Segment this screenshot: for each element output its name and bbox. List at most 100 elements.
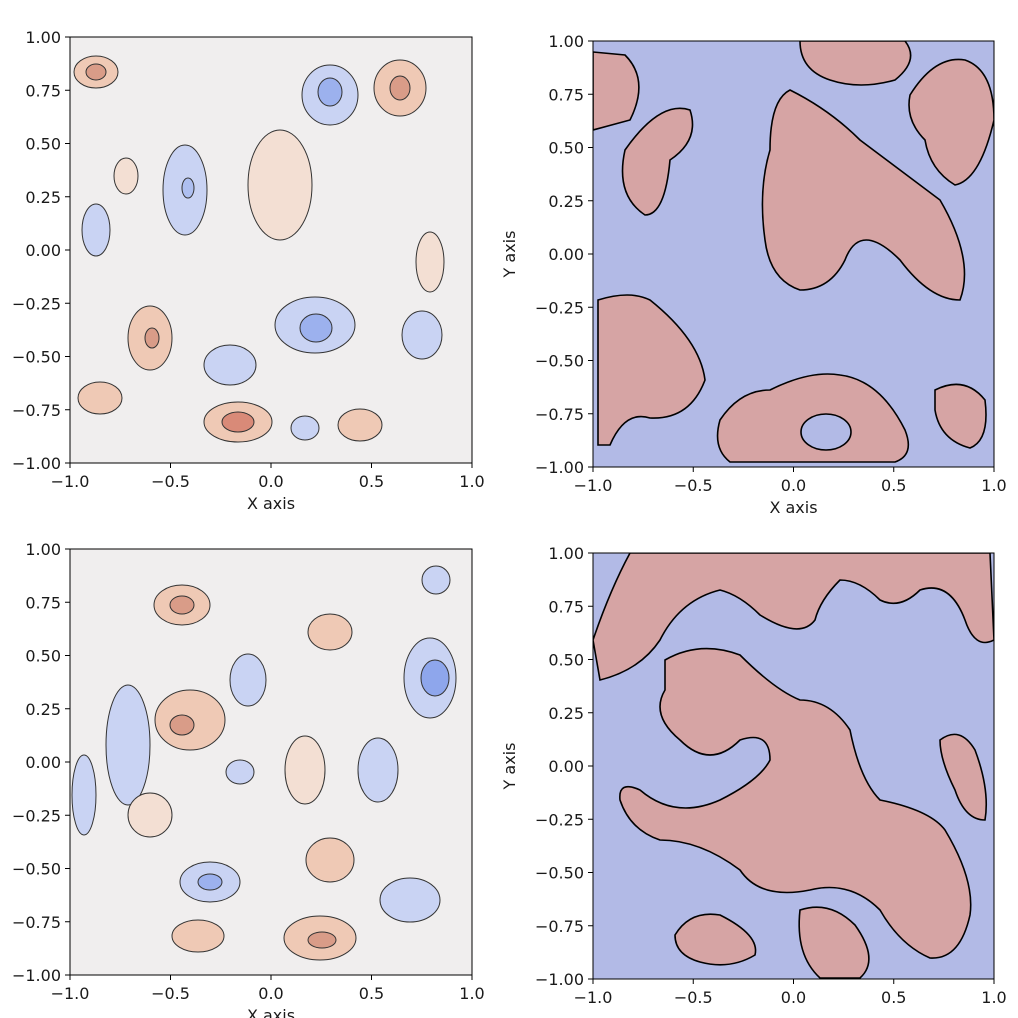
contour-region [593, 553, 994, 681]
y-tick-label: −0.25 [12, 294, 61, 313]
contour-region [597, 294, 706, 446]
contour-region [307, 613, 353, 651]
contour-region [307, 931, 337, 949]
contour-region [284, 735, 326, 805]
y-tick-label: 0.25 [25, 188, 61, 207]
x-tick-label: −1.0 [51, 472, 90, 491]
x-tick-label: 0.5 [359, 472, 384, 491]
x-tick-label: 1.0 [981, 988, 1006, 1007]
y-tick-label: 0.75 [25, 81, 61, 100]
y-tick-label: −0.50 [12, 860, 61, 879]
contour-region [674, 913, 757, 966]
contour-region [290, 415, 320, 441]
y-tick-label: 1.00 [25, 28, 61, 47]
y-tick-label: 0.00 [548, 245, 584, 264]
y-tick-label: 0.50 [25, 135, 61, 154]
contour-region [77, 381, 123, 415]
y-tick-label: 0.25 [548, 704, 584, 723]
y-tick-label: 0.50 [25, 647, 61, 666]
contour-region [247, 129, 313, 241]
y-tick-label: −0.50 [12, 348, 61, 367]
contour-region [908, 58, 994, 186]
y-tick-label: 0.75 [548, 597, 584, 616]
y-tick-label: −0.25 [535, 298, 584, 317]
contour-region [761, 89, 966, 301]
contour-region [169, 595, 195, 615]
y-tick-label: −0.50 [535, 864, 584, 883]
x-tick-label: 0.5 [881, 476, 906, 495]
x-tick-label: 0.5 [359, 984, 384, 1003]
axes-1: −1.0 −0.5 0.0 0.5 1.0 1.00 0.75 0.50 0.25 0.00 −0.… [500, 32, 1007, 517]
x-axis-label: X axis [769, 498, 817, 517]
contour-region [939, 733, 988, 821]
y-tick-label: 0.50 [548, 651, 584, 670]
contour-region [415, 231, 445, 293]
y-tick-label: 0.75 [25, 593, 61, 612]
contour-region [81, 203, 111, 257]
x-tick-label: −0.5 [151, 472, 190, 491]
contour-region [113, 157, 139, 195]
contour-region [357, 737, 399, 803]
contour-region [389, 75, 411, 101]
x-axis-label: X axis [247, 1006, 295, 1018]
contour-region [593, 51, 640, 131]
contour-region [171, 919, 225, 953]
axes-layer: −1.0 −0.5 0.0 0.5 1.0 1.00 0.75 0.50 0.25 0.00 −0.… [12, 28, 1007, 1018]
x-tick-label: 0.5 [881, 988, 906, 1007]
x-tick-label: 0.0 [258, 984, 283, 1003]
contour-region [169, 714, 195, 736]
contour-region [317, 77, 343, 107]
y-axis-label: Y axis [500, 743, 519, 791]
subplot-bottom-right [593, 553, 994, 979]
contour-region [619, 647, 972, 959]
contour-field [70, 549, 472, 975]
contour-field [70, 37, 472, 463]
y-tick-label: −1.00 [12, 966, 61, 985]
contour-region [181, 177, 195, 199]
y-tick-label: 1.00 [25, 540, 61, 559]
axes-0: −1.0 −0.5 0.0 0.5 1.0 1.00 0.75 0.50 0.25 0.00 −0.… [12, 28, 485, 513]
contour-region [71, 754, 97, 836]
contour-region [144, 327, 160, 349]
axes-2: −1.0 −0.5 0.0 0.5 1.0 1.00 0.75 0.50 0.25 0.00 −0.… [12, 540, 485, 1018]
contour-region [305, 837, 355, 883]
contour-region [337, 408, 383, 442]
x-tick-label: −1.0 [574, 988, 613, 1007]
y-tick-label: 0.75 [548, 85, 584, 104]
y-axis-label: Y axis [500, 231, 519, 279]
x-tick-label: −0.5 [674, 476, 713, 495]
x-tick-label: 1.0 [981, 476, 1006, 495]
contour-region [105, 684, 151, 806]
contour-region [85, 63, 107, 81]
contour-region [420, 659, 450, 697]
x-tick-label: −0.5 [674, 988, 713, 1007]
axes-3: −1.0 −0.5 0.0 0.5 1.0 1.00 0.75 0.50 0.25 0.00 −0.… [500, 544, 1007, 1007]
x-tick-label: −1.0 [51, 984, 90, 1003]
y-tick-label: 0.50 [548, 139, 584, 158]
x-tick-label: 0.0 [258, 472, 283, 491]
contour-region [127, 792, 173, 838]
x-axis-label: X axis [247, 494, 295, 513]
x-tick-label: 0.0 [781, 476, 806, 495]
y-tick-label: −0.75 [535, 405, 584, 424]
contour-field [593, 553, 994, 979]
contour-region [225, 759, 255, 785]
subplot-top-right [593, 41, 994, 467]
contour-region [299, 313, 333, 343]
contour-region [800, 413, 852, 451]
y-tick-label: −0.75 [12, 401, 61, 420]
contour-region [221, 411, 255, 433]
y-tick-label: −0.25 [12, 806, 61, 825]
contour-region [799, 41, 912, 86]
y-tick-label: 0.00 [25, 753, 61, 772]
y-tick-label: −1.00 [12, 454, 61, 473]
y-tick-label: −0.75 [535, 917, 584, 936]
contour-region [203, 344, 257, 386]
contour-region [229, 653, 267, 707]
y-tick-label: −0.25 [535, 810, 584, 829]
y-tick-label: 0.00 [25, 241, 61, 260]
x-tick-label: 1.0 [459, 984, 484, 1003]
contour-region [798, 906, 870, 979]
y-tick-label: −1.00 [535, 970, 584, 989]
